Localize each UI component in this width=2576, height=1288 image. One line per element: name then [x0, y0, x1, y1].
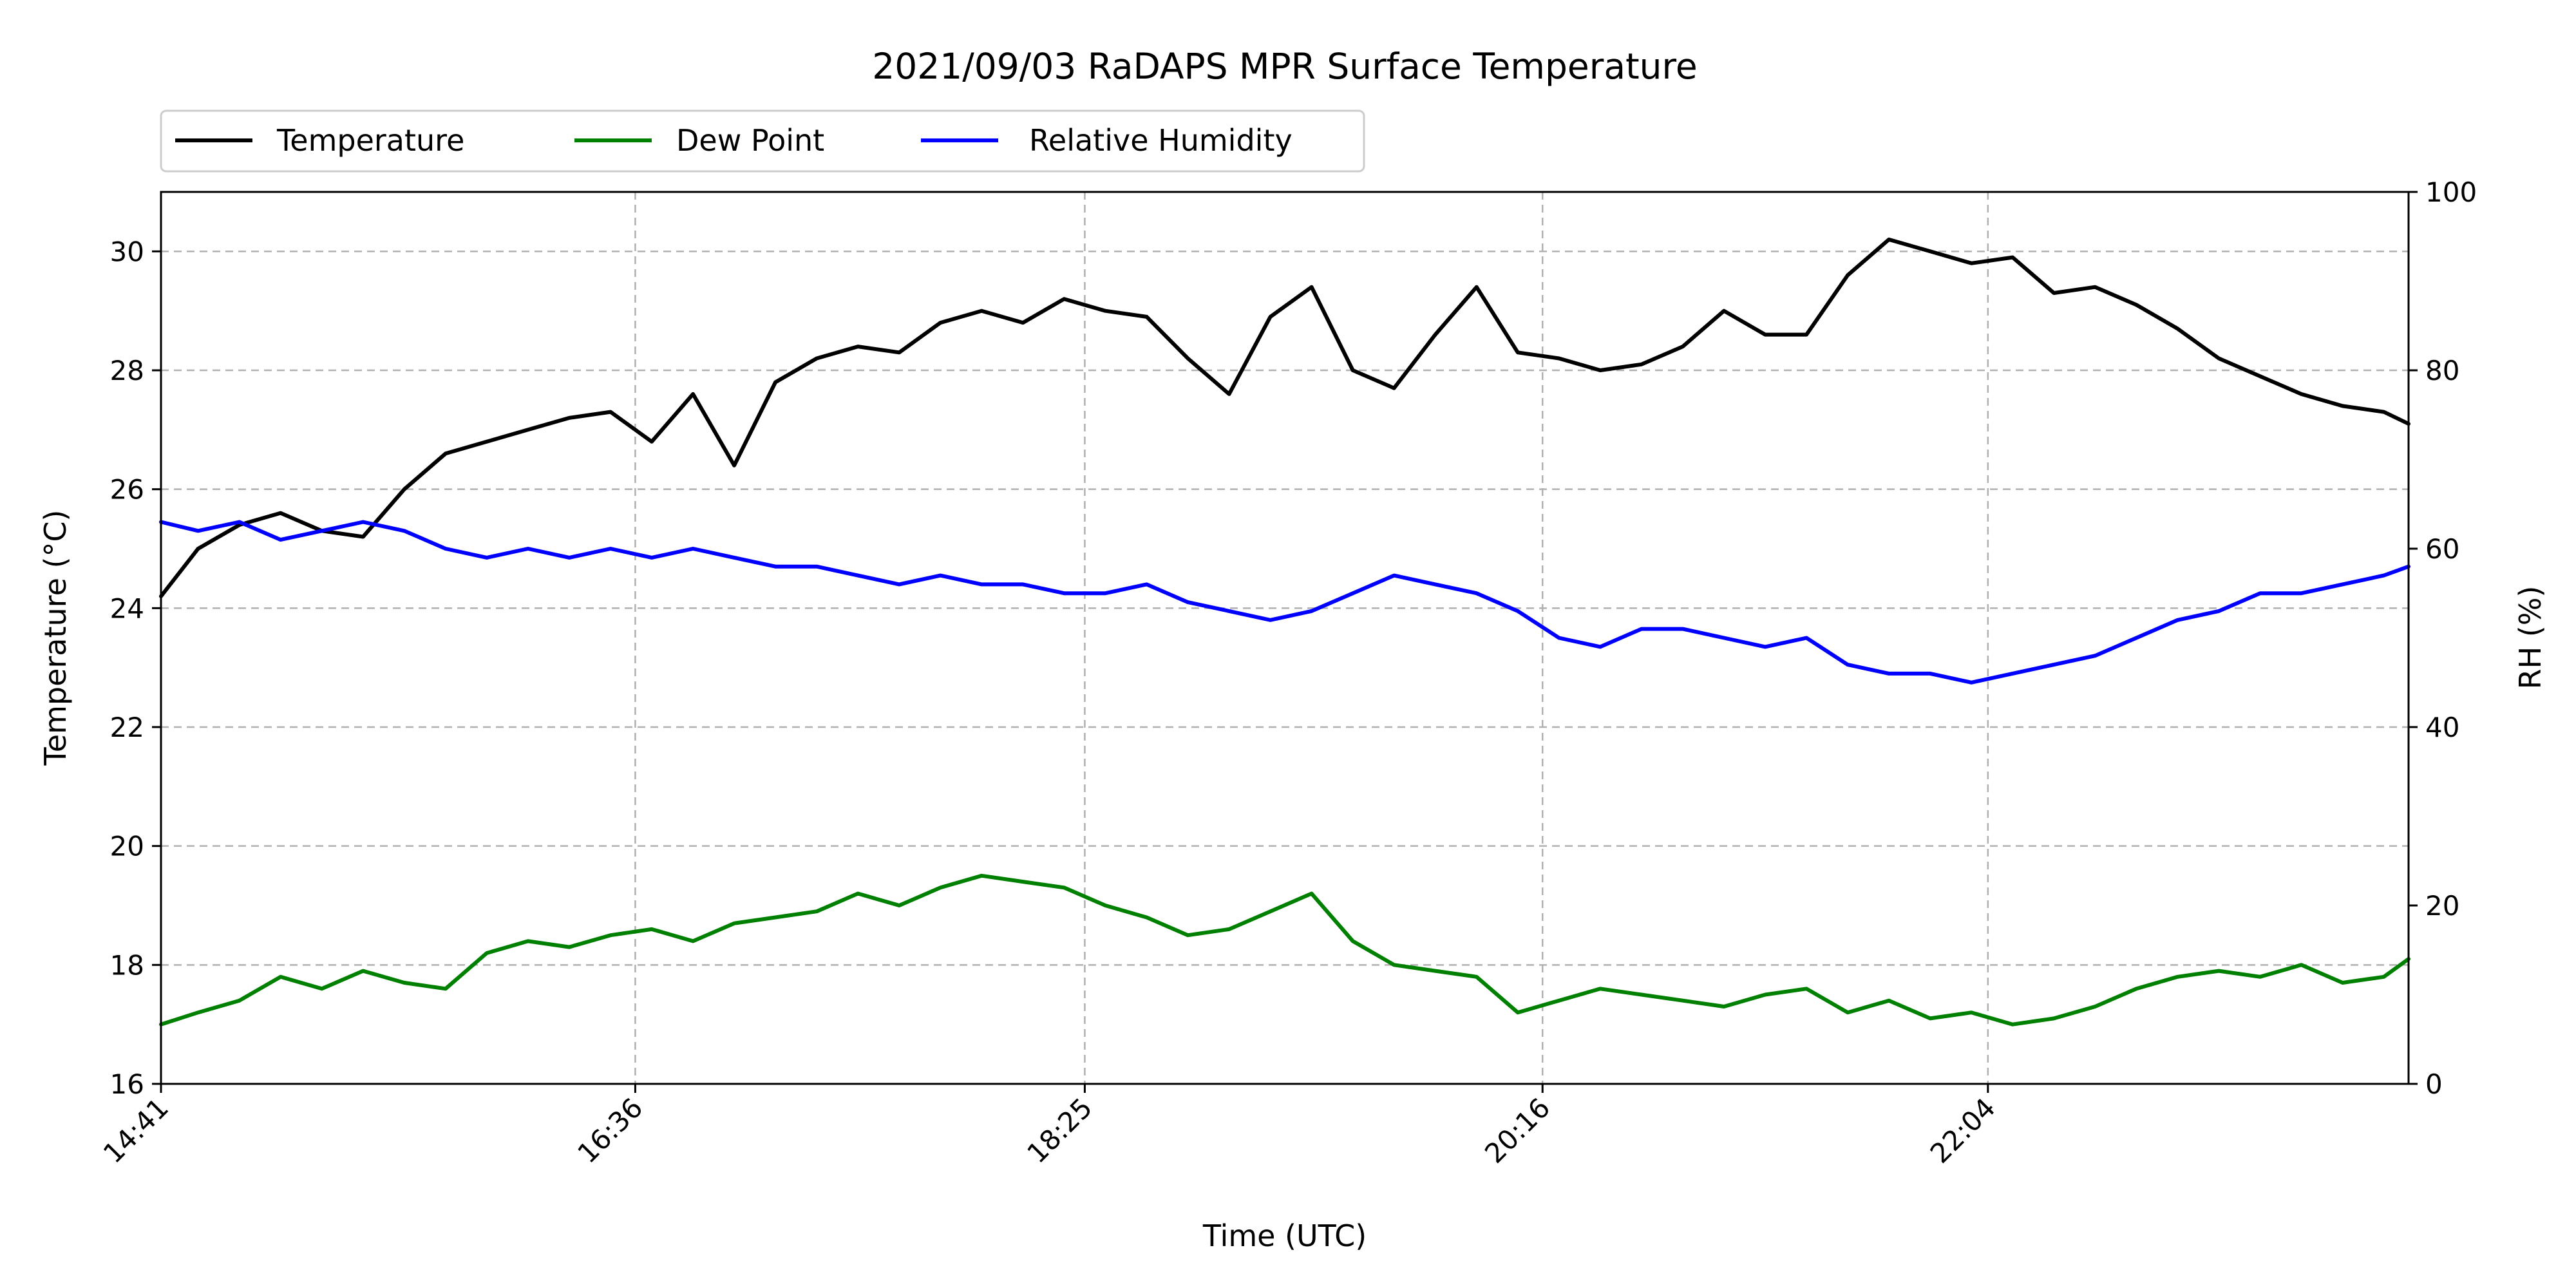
- left-tick-label: 30: [110, 236, 144, 267]
- right-tick-label: 20: [2425, 890, 2459, 922]
- right-tick-label: 80: [2425, 355, 2459, 386]
- chart-background: [0, 0, 2576, 1288]
- left-tick-label: 20: [110, 831, 144, 862]
- legend-label-relative-humidity: Relative Humidity: [1029, 123, 1293, 158]
- chart: 2021/09/03 RaDAPS MPR Surface Temperatur…: [0, 0, 2576, 1288]
- x-axis-title: Time (UTC): [1202, 1218, 1367, 1253]
- left-tick-label: 22: [110, 712, 144, 743]
- legend: Temperature Dew Point Relative Humidity: [161, 111, 1364, 171]
- chart-title: 2021/09/03 RaDAPS MPR Surface Temperatur…: [872, 46, 1698, 87]
- left-tick-label: 26: [110, 474, 144, 506]
- legend-label-dew-point: Dew Point: [676, 123, 824, 158]
- left-tick-label: 18: [110, 949, 144, 981]
- right-tick-label: 0: [2425, 1068, 2443, 1100]
- left-tick-label: 24: [110, 592, 144, 624]
- left-tick-label: 28: [110, 355, 144, 386]
- left-axis-title: Temperature (°C): [38, 509, 73, 766]
- right-tick-label: 60: [2425, 533, 2459, 565]
- right-tick-label: 40: [2425, 712, 2459, 743]
- right-tick-label: 100: [2425, 176, 2477, 208]
- legend-label-temperature: Temperature: [276, 123, 464, 158]
- left-tick-label: 16: [110, 1068, 144, 1100]
- right-axis-title: RH (%): [2513, 586, 2548, 690]
